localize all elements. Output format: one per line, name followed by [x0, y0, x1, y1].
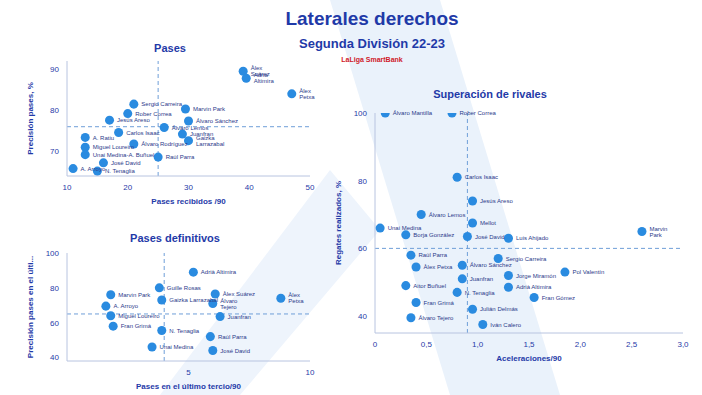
svg-text:Álvaro Lemos: Álvaro Lemos [429, 212, 466, 218]
svg-text:Rober Correa: Rober Correa [460, 110, 497, 116]
svg-text:Borja González: Borja González [413, 232, 454, 238]
svg-text:N. Tenaglia: N. Tenaglia [465, 290, 496, 296]
html-text:Laterales derechos: Laterales derechos [285, 8, 459, 29]
svg-text:Adrià Altimira: Adrià Altimira [516, 284, 552, 290]
svg-text:2,5: 2,5 [626, 340, 638, 349]
svg-text:Àlex Petxa: Àlex Petxa [424, 264, 453, 270]
svg-text:20: 20 [123, 183, 132, 192]
svg-text:N. Tenaglia: N. Tenaglia [105, 168, 136, 174]
svg-text:Aceleraciones/90: Aceleraciones/90 [496, 354, 562, 363]
svg-text:2,0: 2,0 [575, 340, 587, 349]
svg-text:Jesús Areso: Jesús Areso [480, 198, 513, 204]
html-text:LaLiga SmartBank: LaLiga SmartBank [341, 56, 403, 63]
svg-text:Àlex Suárez: Àlex Suárez [223, 291, 255, 297]
svg-text:Miguel Loureiro: Miguel Loureiro [118, 313, 160, 319]
svg-text:1,5: 1,5 [523, 340, 535, 349]
html-text:Superación de rivales: Superación de rivales [433, 88, 547, 100]
svg-text:30: 30 [184, 183, 193, 192]
svg-text:Raúl Parra: Raúl Parra [418, 252, 447, 258]
svg-text:Unai Medina: Unai Medina [160, 344, 194, 350]
svg-text:Álvaro Lemos: Álvaro Lemos [172, 125, 209, 131]
svg-text:60: 60 [358, 244, 367, 253]
svg-text:Julián Delmás: Julián Delmás [480, 306, 518, 312]
svg-text:10: 10 [306, 368, 315, 377]
svg-text:Álvaro Sánchez: Álvaro Sánchez [196, 118, 238, 124]
svg-text:Adrià Altimira: Adrià Altimira [201, 269, 237, 275]
svg-text:Raúl Parra: Raúl Parra [218, 334, 247, 340]
svg-text:N. Tenaglia: N. Tenaglia [169, 328, 200, 334]
svg-text:ÁlvaroTejero: ÁlvaroTejero [220, 298, 238, 310]
svg-text:ÀlexPetxa: ÀlexPetxa [288, 292, 304, 304]
svg-text:Jorge Miramón: Jorge Miramón [516, 273, 556, 279]
svg-text:Pases en el último tercio/90: Pases en el último tercio/90 [136, 382, 241, 391]
svg-text:Jesús Areso: Jesús Areso [117, 117, 150, 123]
svg-text:Raúl Parra: Raúl Parra [166, 154, 195, 160]
svg-text:Sergio Carreira: Sergio Carreira [141, 101, 182, 107]
svg-text:Guille Rosas: Guille Rosas [167, 285, 201, 291]
svg-text:100: 100 [46, 249, 60, 258]
svg-text:100: 100 [354, 109, 368, 118]
svg-text:A. Arroyo: A. Arroyo [113, 303, 138, 309]
svg-text:40: 40 [245, 183, 254, 192]
svg-text:Luis Ahijado: Luis Ahijado [516, 235, 549, 241]
svg-text:0,5: 0,5 [421, 340, 433, 349]
svg-text:Sergio Carreira: Sergio Carreira [506, 256, 547, 262]
svg-text:Precisión pases en el últi...: Precisión pases en el últi... [26, 256, 35, 358]
svg-text:80: 80 [50, 106, 59, 115]
svg-text:MarvinPark: MarvinPark [649, 226, 667, 238]
svg-text:Carlos Isaac: Carlos Isaac [126, 130, 159, 136]
svg-text:Álvaro Tejero: Álvaro Tejero [418, 315, 454, 321]
svg-text:Marvin Park: Marvin Park [118, 292, 151, 298]
svg-text:Pol Valentín: Pol Valentín [572, 269, 604, 275]
svg-text:40: 40 [358, 312, 367, 321]
svg-text:5: 5 [186, 368, 191, 377]
svg-text:Fran Grimá: Fran Grimá [424, 300, 455, 306]
svg-text:Álvaro Mantilla: Álvaro Mantilla [393, 110, 433, 116]
svg-text:50: 50 [306, 183, 315, 192]
svg-text:Mellot: Mellot [480, 220, 496, 226]
svg-text:1,0: 1,0 [472, 340, 484, 349]
svg-text:Unai Medina-A. Buñuel: Unai Medina-A. Buñuel [93, 152, 155, 158]
svg-text:Fran Grimá: Fran Grimá [121, 323, 152, 329]
svg-text:José David: José David [475, 234, 505, 240]
svg-text:Precisión pases, %: Precisión pases, % [26, 82, 35, 154]
svg-text:Marvin Park: Marvin Park [193, 106, 226, 112]
svg-text:Aitor Buñuel: Aitor Buñuel [413, 283, 446, 289]
svg-text:3,0: 3,0 [677, 340, 689, 349]
svg-text:Rober Correa: Rober Correa [135, 111, 172, 117]
svg-text:40: 40 [50, 353, 59, 362]
svg-text:A. Arroyo: A. Arroyo [81, 166, 106, 172]
svg-text:0: 0 [373, 340, 378, 349]
svg-text:70: 70 [50, 147, 59, 156]
svg-text:Pases recibidos /90: Pases recibidos /90 [151, 197, 226, 206]
svg-text:ÀlexSuárez: ÀlexSuárez [251, 65, 270, 77]
svg-text:GaizkaLarrazabal: GaizkaLarrazabal [196, 135, 224, 147]
svg-text:Miguel Loureiro: Miguel Loureiro [93, 144, 135, 150]
svg-text:ÀlexPetxa: ÀlexPetxa [299, 88, 315, 100]
svg-text:80: 80 [50, 284, 59, 293]
svg-text:Iván Calero: Iván Calero [490, 322, 521, 328]
svg-text:Gaizka Larrazabal: Gaizka Larrazabal [169, 297, 218, 303]
svg-text:Álvaro Rodríguez: Álvaro Rodríguez [141, 141, 187, 147]
svg-text:José David: José David [220, 348, 250, 354]
svg-text:José David: José David [111, 160, 141, 166]
svg-text:A. Ratiu: A. Ratiu [93, 135, 114, 141]
svg-text:10: 10 [63, 183, 72, 192]
svg-text:Regates realizados, %: Regates realizados, % [334, 181, 343, 265]
html-text:Segunda División 22-23: Segunda División 22-23 [299, 36, 445, 51]
html-text:Pases definitivos: Pases definitivos [130, 232, 220, 244]
html-text:Pases: Pases [154, 42, 186, 54]
svg-text:90: 90 [50, 65, 59, 74]
svg-text:Juanfran: Juanfran [470, 276, 493, 282]
svg-text:Unai Medina: Unai Medina [388, 225, 422, 231]
svg-text:80: 80 [358, 177, 367, 186]
svg-text:Fran Gómez: Fran Gómez [542, 295, 575, 301]
svg-text:Juanfran: Juanfran [228, 314, 251, 320]
svg-text:Álvaro Sánchez: Álvaro Sánchez [470, 262, 512, 268]
svg-text:Carlos Isaac: Carlos Isaac [465, 174, 498, 180]
svg-text:60: 60 [50, 319, 59, 328]
svg-text:AdriàAltimira: AdriàAltimira [254, 72, 275, 84]
